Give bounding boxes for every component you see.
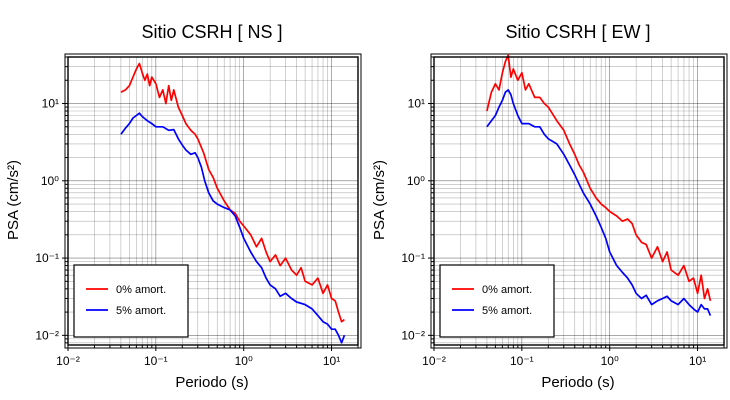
chart-title: Sitio CSRH [ NS ] <box>141 22 282 42</box>
chart-ew: Sitio CSRH [ EW ] Periodo (s) PSA (cm/s²… <box>371 22 728 391</box>
series-line <box>486 89 712 316</box>
y-tick-label: 10¹ <box>408 97 425 111</box>
x-tick-label: 10¹ <box>689 354 706 368</box>
x-tick-label: 10⁰ <box>235 354 253 368</box>
y-tick-label: 10⁰ <box>41 174 59 188</box>
x-tick-label: 10⁻² <box>56 354 80 368</box>
legend-label: 5% amort. <box>482 305 532 317</box>
legend: 0% amort. 5% amort. <box>73 264 189 338</box>
legend-label: 0% amort. <box>116 284 166 296</box>
x-axis-label: Periodo (s) <box>175 374 248 391</box>
plot-frame <box>67 56 359 346</box>
y-tick-label: 10⁰ <box>407 174 425 188</box>
x-tick-label: 10⁻¹ <box>510 354 534 368</box>
y-axis-label: PSA (cm/s²) <box>5 160 22 240</box>
plot-frame-outer <box>64 53 362 349</box>
y-tick-label: 10¹ <box>42 97 59 111</box>
series-line <box>120 112 346 344</box>
grid <box>67 56 359 345</box>
x-tick-label: 10¹ <box>323 354 340 368</box>
legend-label: 5% amort. <box>116 305 166 317</box>
chart-ns: Sitio CSRH [ NS ] Periodo (s) PSA (cm/s²… <box>5 22 362 391</box>
y-axis-label: PSA (cm/s²) <box>371 160 388 240</box>
y-tick-label: 10⁻¹ <box>35 251 59 265</box>
series-line <box>486 54 712 301</box>
plot-frame <box>433 56 725 346</box>
y-tick-label: 10⁻¹ <box>401 251 425 265</box>
y-tick-label: 10⁻² <box>401 328 425 342</box>
chart-title: Sitio CSRH [ EW ] <box>505 22 650 42</box>
legend-box <box>73 264 189 338</box>
plot-frame-outer <box>430 53 728 349</box>
series-line <box>120 62 345 323</box>
x-tick-label: 10⁰ <box>601 354 619 368</box>
y-tick-label: 10⁻² <box>35 328 59 342</box>
legend: 0% amort. 5% amort. <box>439 264 555 338</box>
x-tick-label: 10⁻² <box>422 354 446 368</box>
legend-label: 0% amort. <box>482 284 532 296</box>
x-axis-label: Periodo (s) <box>541 374 614 391</box>
x-tick-label: 10⁻¹ <box>144 354 168 368</box>
legend-box <box>439 264 555 338</box>
